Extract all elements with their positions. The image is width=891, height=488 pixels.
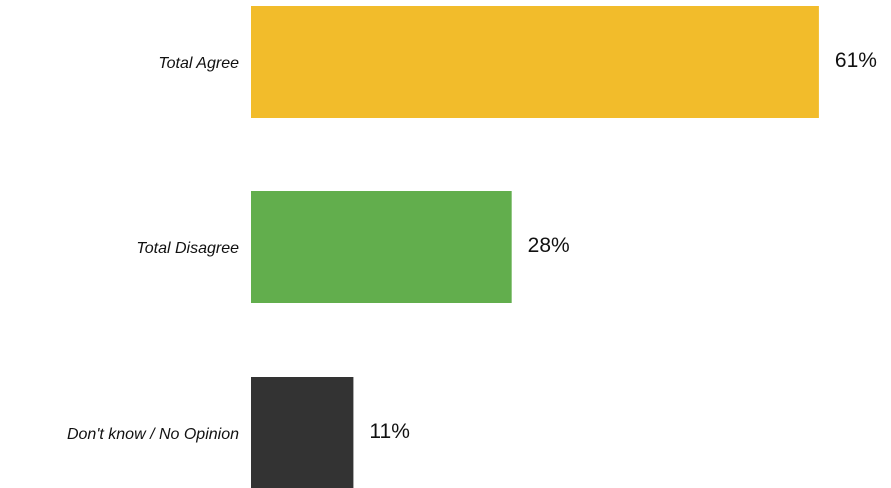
value-label-total-disagree: 28% <box>528 234 570 257</box>
value-label-total-agree: 61% <box>835 49 877 72</box>
bar-total-disagree <box>251 191 512 303</box>
category-label-total-disagree: Total Disagree <box>136 240 239 257</box>
category-label-don-t-know-no-opinion: Don't know / No Opinion <box>67 426 239 443</box>
category-labels-group: Total Agree Total Disagree Don't know / No… <box>67 55 239 443</box>
category-label-total-agree: Total Agree <box>158 55 239 72</box>
bar-total-agree <box>251 6 819 118</box>
bars-group <box>251 6 819 488</box>
value-label-don-t-know-no-opinion: 11% <box>369 420 409 443</box>
value-labels-group: 61% 28% 11% <box>369 49 877 443</box>
bar-don-t-know-no-opinion <box>251 377 354 488</box>
